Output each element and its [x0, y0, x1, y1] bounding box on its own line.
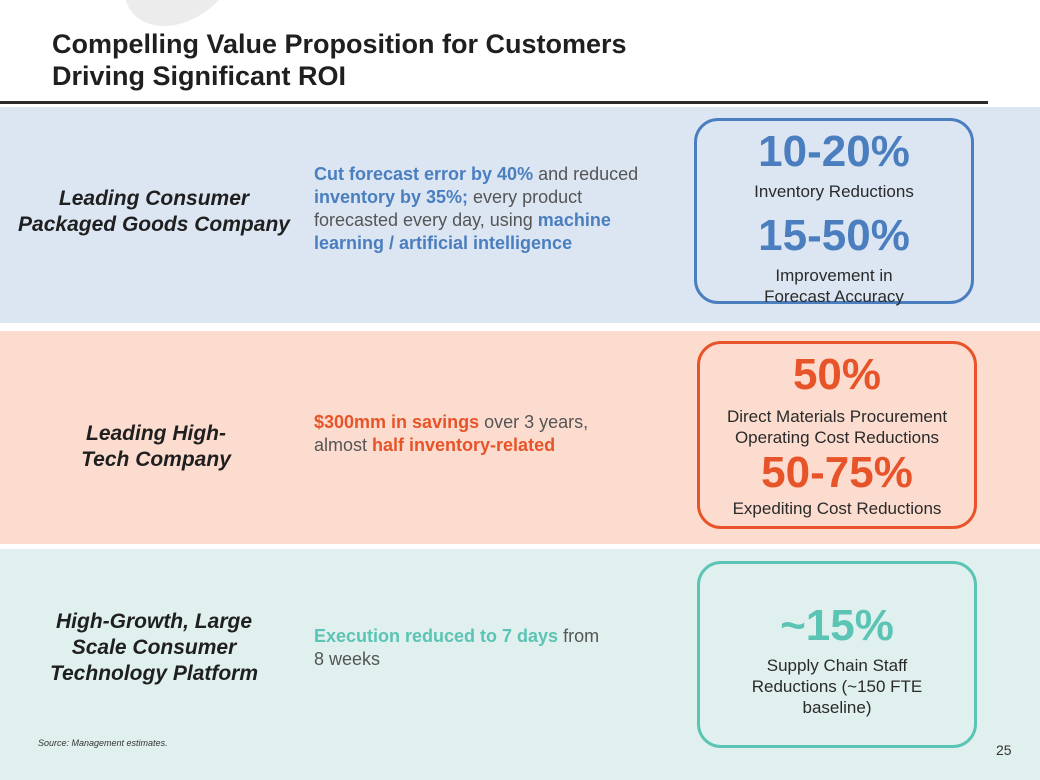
company-name-line: Scale Consumer	[71, 636, 237, 659]
company-name-line: Packaged Goods Company	[18, 213, 290, 236]
metric-label-line: baseline)	[802, 698, 872, 717]
metric-value: 50%	[792, 350, 882, 399]
metric-value: 50-75%	[761, 448, 913, 497]
desc-highlight: Execution reduced to 7 days	[314, 626, 559, 646]
metric-label-line: Direct Materials Procurement	[726, 407, 948, 426]
metrics-card-consumer-packaged-goods: 10-20% Inventory Reductions 15-50% Impro…	[694, 118, 974, 307]
desc-highlight: Cut forecast error by 40%	[314, 164, 534, 184]
row-consumer-packaged-goods	[0, 107, 1040, 323]
metric-value: 15-50%	[758, 211, 910, 260]
metric-value: ~15%	[780, 601, 894, 650]
metric-value: 10-20%	[758, 127, 910, 176]
company-name-high-tech: Leading High- Tech Company	[6, 421, 306, 473]
company-name-line: Tech Company	[81, 448, 231, 471]
desc-highlight: machine learning / artificial intelligen…	[314, 210, 611, 253]
metric-label-line: Forecast Accuracy	[764, 287, 904, 306]
row-high-tech	[0, 331, 1040, 544]
metric-label-line: Reductions (~150 FTE	[751, 677, 923, 696]
metrics-card-consumer-technology-platform: ~15% Supply Chain Staff Reductions (~150…	[697, 561, 977, 748]
metric-label-line: Expediting Cost Reductions	[732, 499, 942, 518]
metric-label: Expediting Cost Reductions	[700, 498, 974, 519]
page-title-line-1: Compelling Value Proposition for Custome…	[52, 29, 627, 59]
case-description-consumer-technology-platform: Execution reduced to 7 days from 8 weeks	[314, 625, 604, 671]
case-description-high-tech: $300mm in savings over 3 years, almost h…	[314, 411, 614, 457]
metric-label-line: Improvement in	[775, 266, 893, 285]
source-footnote: Source: Management estimates.	[38, 738, 168, 748]
company-name-line: Leading Consumer	[58, 187, 250, 210]
metric-label: Improvement in Forecast Accuracy	[697, 265, 971, 307]
desc-highlight: $300mm in savings	[314, 412, 480, 432]
metric-label: Direct Materials Procurement Operating C…	[700, 406, 974, 448]
case-description-consumer-packaged-goods: Cut forecast error by 40% and reduced in…	[314, 163, 646, 255]
desc-text: from 8 weeks	[314, 626, 600, 669]
page-number: 25	[996, 742, 1012, 758]
logo-watermark	[108, 0, 238, 26]
page-title-line-2: Driving Significant ROI	[52, 61, 347, 91]
company-name-consumer-packaged-goods: Leading Consumer Packaged Goods Company	[4, 186, 304, 238]
row-consumer-technology-platform	[0, 549, 1040, 780]
metric-label: Inventory Reductions	[697, 181, 971, 202]
page-title: Compelling Value Proposition for Custome…	[52, 28, 852, 92]
desc-text: every product forecasted every day, usin…	[314, 187, 583, 230]
desc-text: over 3 years, almost	[314, 412, 589, 455]
title-divider	[0, 101, 988, 104]
desc-highlight: inventory by 35%;	[314, 187, 469, 207]
desc-text: and reduced	[533, 164, 639, 184]
company-name-line: High-Growth, Large	[56, 610, 252, 633]
metric-label-line: Operating Cost Reductions	[734, 428, 940, 447]
company-name-consumer-technology-platform: High-Growth, Large Scale Consumer Techno…	[4, 609, 304, 687]
metrics-card-high-tech: 50% Direct Materials Procurement Operati…	[697, 341, 977, 529]
metric-label-line: Supply Chain Staff	[766, 656, 908, 675]
desc-highlight: half inventory-related	[372, 435, 556, 455]
metric-label: Supply Chain Staff Reductions (~150 FTE …	[700, 655, 974, 718]
company-name-line: Technology Platform	[49, 662, 259, 685]
metric-label-line: Inventory Reductions	[754, 182, 914, 201]
company-name-line: Leading High-	[86, 422, 226, 445]
